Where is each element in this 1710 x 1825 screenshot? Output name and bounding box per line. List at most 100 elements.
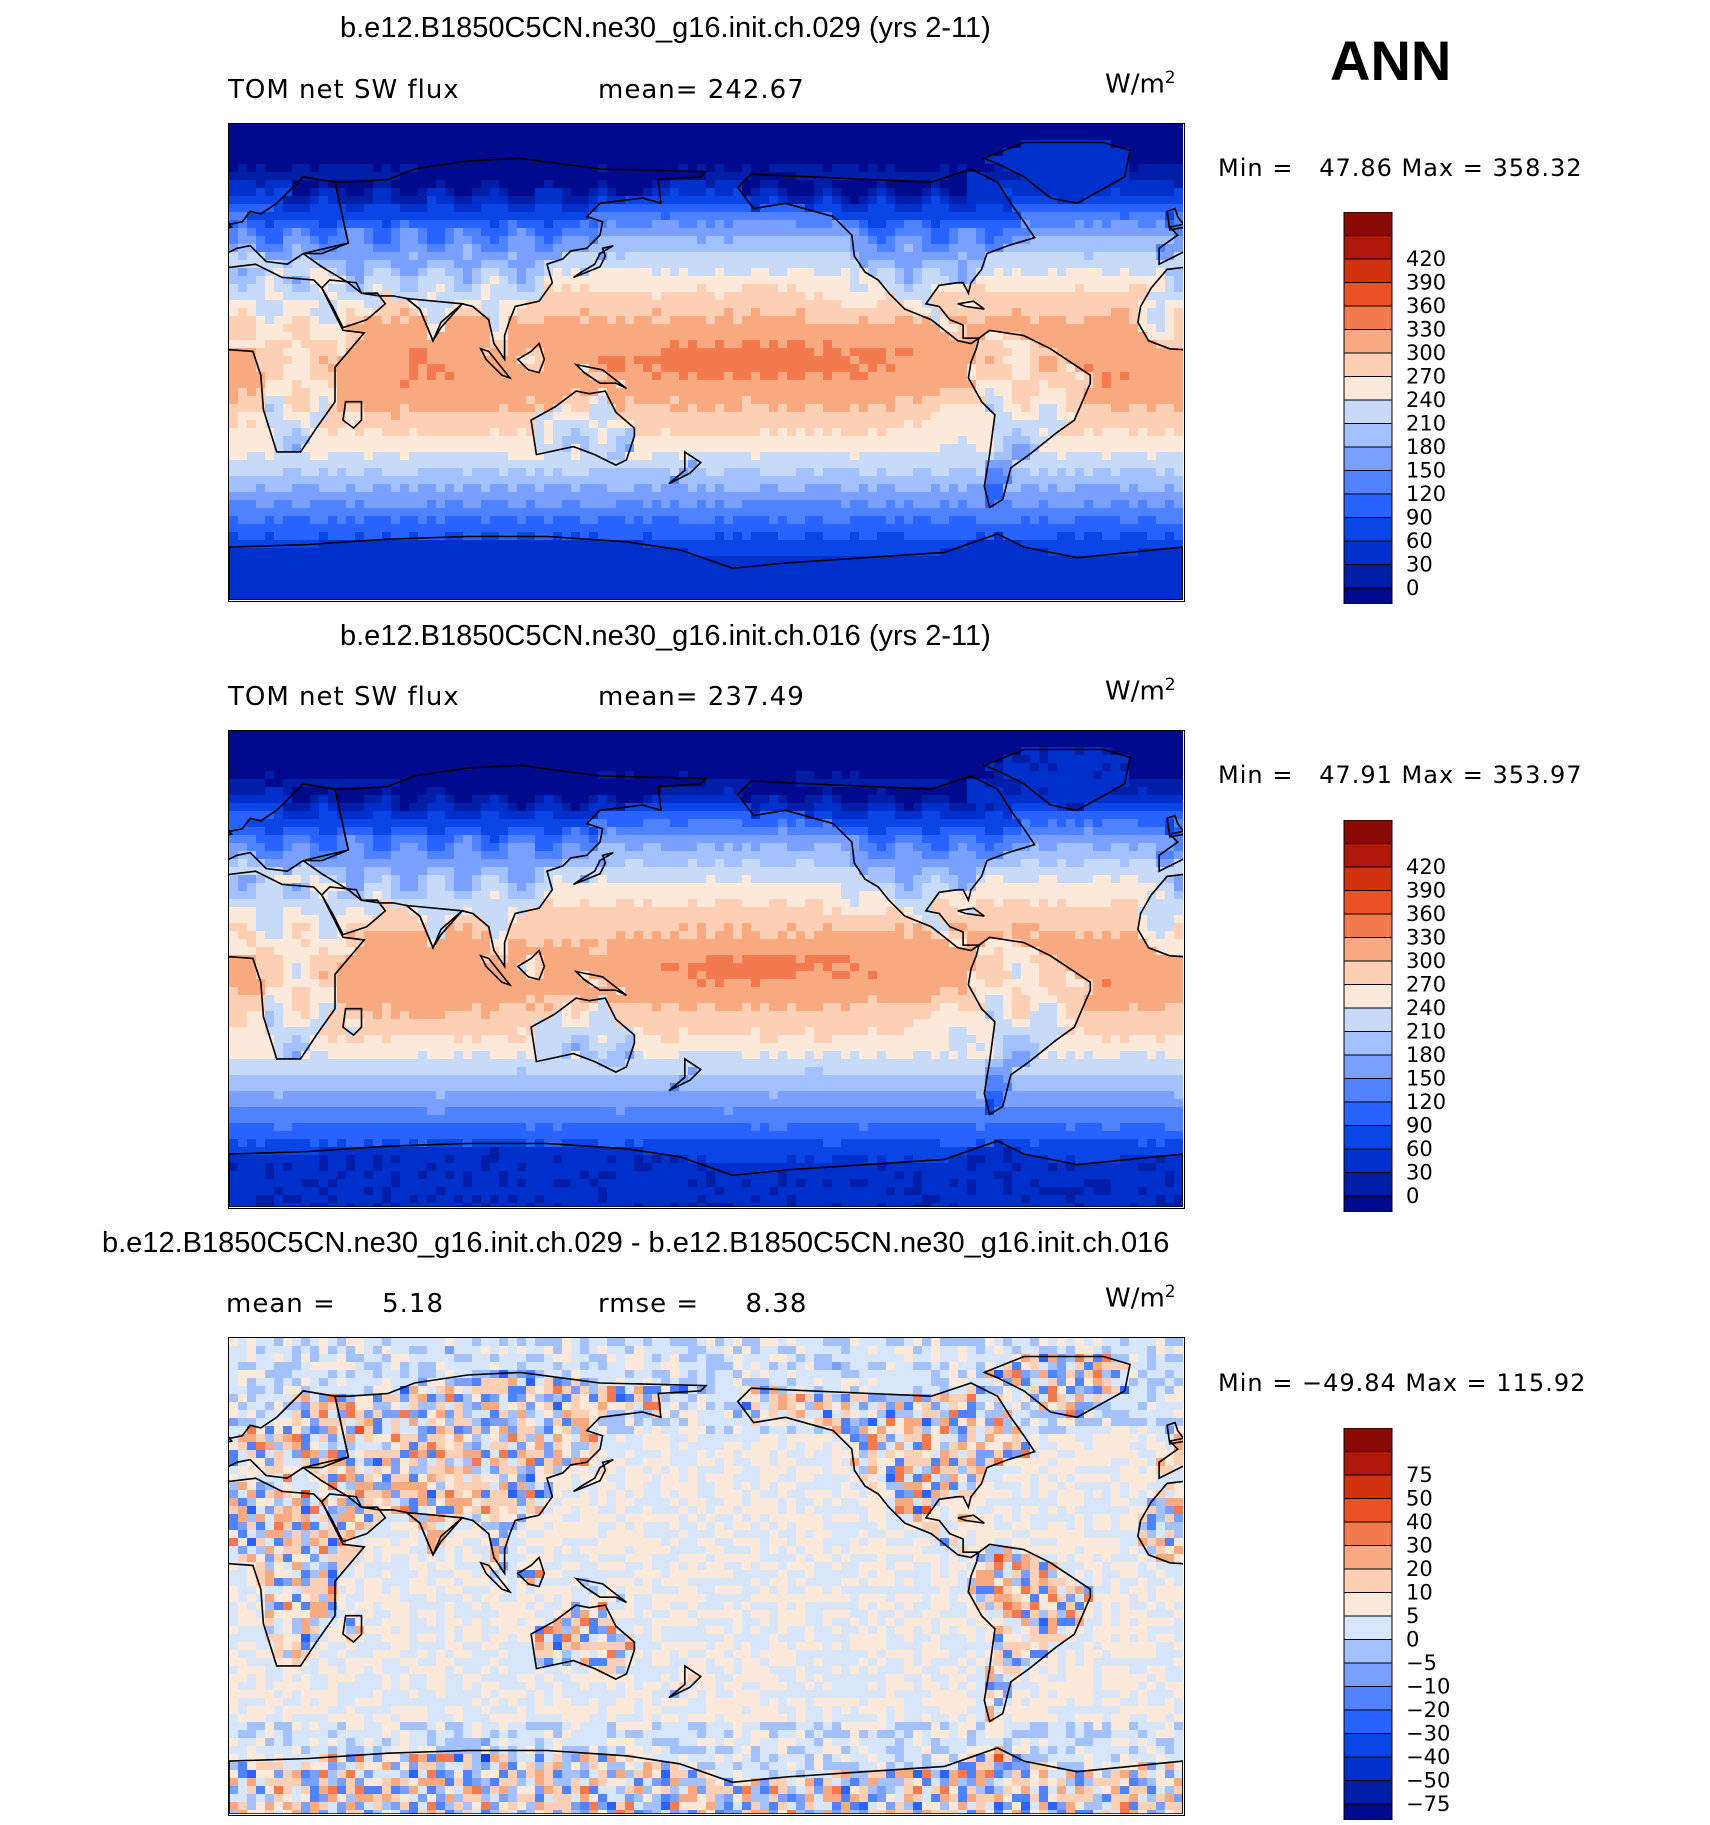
colorbar-tick-label: 330 (1406, 926, 1446, 950)
colorbar-swatch (1343, 1568, 1393, 1593)
colorbar-tick-label: 150 (1406, 1067, 1446, 1091)
panel-2-minmax: Min = 47.91 Max = 353.97 (1218, 761, 1583, 789)
colorbar-swatch (1343, 984, 1393, 1009)
panel-2-units: W/m2 (1105, 675, 1176, 707)
colorbar-tick-label: −30 (1406, 1722, 1450, 1746)
colorbar-tick-label: 180 (1406, 435, 1446, 459)
panel-2-mean-label: mean= 237.49 (598, 682, 805, 712)
colorbar-swatch (1343, 1639, 1393, 1664)
colorbar-tick-label: −75 (1406, 1792, 1450, 1816)
coastlines (229, 1355, 1183, 1814)
colorbar-tick-label: 75 (1406, 1463, 1433, 1487)
colorbar-swatch (1343, 329, 1393, 354)
colorbar-swatch (1343, 258, 1393, 283)
panel-1-units: W/m2 (1105, 68, 1176, 100)
colorbar-tick-label: 360 (1406, 902, 1446, 926)
colorbar-swatch (1343, 446, 1393, 471)
colorbar-tick-label: −20 (1406, 1698, 1450, 1722)
colorbar-tick-label: 240 (1406, 996, 1446, 1020)
colorbar-swatch (1343, 564, 1393, 589)
colorbar-swatch (1343, 587, 1393, 604)
colorbar-swatch (1343, 1498, 1393, 1523)
colorbar-tick-label: 390 (1406, 879, 1446, 903)
colorbar-tick-label: 300 (1406, 341, 1446, 365)
colorbar-tick-label: 0 (1406, 1628, 1419, 1652)
panel-3-map (228, 1337, 1185, 1816)
colorbar-swatch (1343, 540, 1393, 565)
colorbar-swatch (1343, 399, 1393, 424)
colorbar-swatch (1343, 1054, 1393, 1079)
colorbar-swatch (1343, 212, 1393, 236)
colorbar-tick-label: 5 (1406, 1604, 1419, 1628)
colorbar-swatch (1343, 1686, 1393, 1711)
colorbar-tick-label: 30 (1406, 553, 1433, 577)
colorbar-swatch (1343, 1803, 1393, 1820)
colorbar-tick-label: 210 (1406, 412, 1446, 436)
colorbar-swatch (1343, 1780, 1393, 1805)
colorbar-swatch (1343, 305, 1393, 330)
colorbar-swatch (1343, 1662, 1393, 1687)
colorbar-swatch (1343, 517, 1393, 542)
colorbar-swatch (1343, 1733, 1393, 1758)
panel-3-minmax: Min = −49.84 Max = 115.92 (1218, 1369, 1587, 1397)
colorbar-swatch (1343, 1125, 1393, 1150)
colorbar-tick-label: −5 (1406, 1651, 1437, 1675)
colorbar-tick-label: 90 (1406, 506, 1433, 530)
field-cells (229, 1338, 1183, 1814)
colorbar-swatch (1343, 1078, 1393, 1103)
panel-3-mean-label: mean = 5.18 (226, 1289, 444, 1319)
colorbar-tick-label: 40 (1406, 1510, 1433, 1534)
colorbar-swatch (1343, 890, 1393, 915)
colorbar-swatch (1343, 1451, 1393, 1476)
coastlines (229, 141, 1183, 600)
colorbar-tick-label: −50 (1406, 1769, 1450, 1793)
colorbar-tick-label: 150 (1406, 459, 1446, 483)
colorbar-swatch (1343, 470, 1393, 495)
colorbar-swatch (1343, 1148, 1393, 1173)
colorbar-swatch (1343, 1615, 1393, 1640)
colorbar-swatch (1343, 1007, 1393, 1032)
colorbar-swatch (1343, 1101, 1393, 1126)
colorbar-swatch (1343, 1545, 1393, 1570)
colorbar-tick-label: 360 (1406, 294, 1446, 318)
colorbar-swatch (1343, 960, 1393, 985)
colorbar-tick-label: 390 (1406, 271, 1446, 295)
colorbar-swatch (1343, 937, 1393, 962)
colorbar-swatch (1343, 1474, 1393, 1499)
panel-2-map (228, 730, 1185, 1209)
colorbar-tick-label: 270 (1406, 973, 1446, 997)
panel-1-mean-label: mean= 242.67 (598, 75, 805, 105)
colorbar-tick-label: 120 (1406, 482, 1446, 506)
coastlines (229, 748, 1183, 1207)
colorbar-swatch (1343, 235, 1393, 260)
colorbar-swatch (1343, 423, 1393, 448)
colorbar-swatch (1343, 913, 1393, 938)
colorbar-swatch (1343, 820, 1393, 844)
panel-1-map (228, 123, 1185, 602)
colorbar-tick-label: 240 (1406, 388, 1446, 412)
colorbar-tick-label: 120 (1406, 1090, 1446, 1114)
panel-3-title: b.e12.B1850C5CN.ne30_g16.init.ch.029 - b… (102, 1227, 1170, 1259)
colorbar-swatch (1343, 493, 1393, 518)
colorbar-tick-label: 420 (1406, 247, 1446, 271)
colorbar-swatch (1343, 1428, 1393, 1452)
colorbar-tick-label: 30 (1406, 1534, 1433, 1558)
colorbar-swatch (1343, 282, 1393, 307)
colorbar-tick-label: 50 (1406, 1487, 1433, 1511)
colorbar-tick-label: 0 (1406, 576, 1419, 600)
colorbar-tick-label: 270 (1406, 365, 1446, 389)
colorbar-swatch (1343, 866, 1393, 891)
field-cells (229, 731, 1183, 1207)
colorbar-tick-label: 30 (1406, 1161, 1433, 1185)
colorbar-swatch (1343, 1172, 1393, 1197)
colorbar-tick-label: 90 (1406, 1114, 1433, 1138)
panel-1-variable-label: TOM net SW flux (228, 75, 460, 105)
colorbar-tick-label: 0 (1406, 1184, 1419, 1208)
panel-2-variable-label: TOM net SW flux (228, 682, 460, 712)
colorbar-swatch (1343, 1195, 1393, 1212)
colorbar-swatch (1343, 352, 1393, 377)
panel-1-title: b.e12.B1850C5CN.ne30_g16.init.ch.029 (yr… (340, 12, 991, 44)
colorbar-tick-label: 180 (1406, 1043, 1446, 1067)
